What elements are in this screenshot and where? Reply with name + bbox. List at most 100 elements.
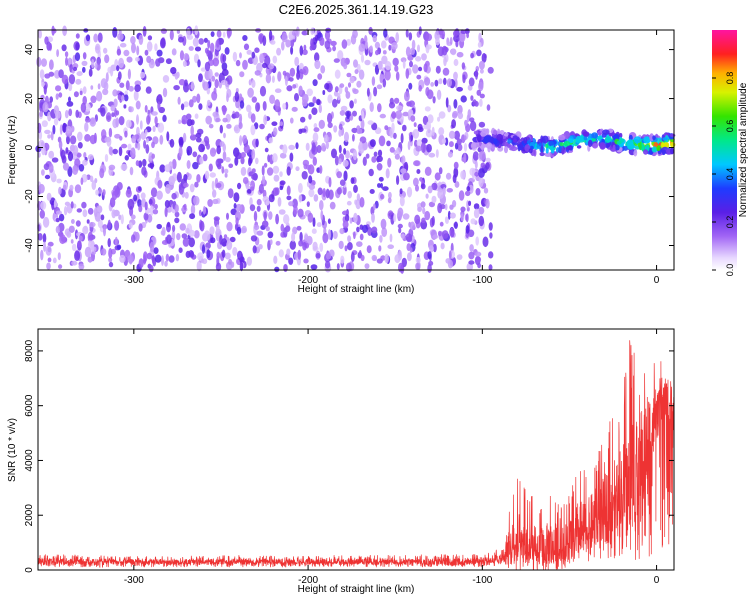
heatmap-cell <box>263 162 268 168</box>
heatmap-cell <box>298 182 303 194</box>
heatmap-cell <box>399 196 405 207</box>
heatmap-cell <box>382 186 389 192</box>
heatmap-cell <box>402 111 410 117</box>
heatmap-cell <box>47 257 52 263</box>
heatmap-cell <box>314 59 321 70</box>
heatmap-cell <box>373 151 378 157</box>
heatmap-cell <box>149 241 155 253</box>
heatmap-cell <box>280 223 285 232</box>
heatmap-cell <box>332 230 338 240</box>
heatmap-cell <box>472 99 477 107</box>
heatmap-cell <box>146 252 153 260</box>
heatmap-cell <box>202 81 209 91</box>
heatmap-cell <box>473 203 480 210</box>
heatmap-cell <box>326 252 332 260</box>
heatmap-cell <box>368 168 374 177</box>
heatmap-cell <box>181 114 188 125</box>
heatmap-cell <box>121 143 128 149</box>
heatmap-cell <box>82 52 87 60</box>
heatmap-cell <box>353 98 357 104</box>
heatmap-cell <box>438 111 446 119</box>
heatmap-cell <box>267 231 274 239</box>
heatmap-cell <box>489 232 493 239</box>
heatmap-cell <box>308 113 312 120</box>
heatmap-cell <box>249 204 256 212</box>
heatmap-cell <box>418 85 423 92</box>
heatmap-cell <box>445 172 452 180</box>
heatmap-cell <box>420 183 426 190</box>
heatmap-cell <box>435 149 439 158</box>
heatmap-cell <box>183 53 190 61</box>
heatmap-cell <box>94 62 98 70</box>
heatmap-cell <box>46 262 51 270</box>
heatmap-cell <box>373 203 376 211</box>
heatmap-cell <box>346 72 352 78</box>
heatmap-cell <box>228 163 234 169</box>
heatmap-cell <box>483 187 489 194</box>
heatmap-cell <box>445 258 451 264</box>
heatmap-cell <box>393 97 400 104</box>
heatmap-cell <box>69 184 74 191</box>
heatmap-cell <box>40 201 47 210</box>
heatmap-cell <box>452 174 457 184</box>
heatmap-cell <box>425 44 430 54</box>
heatmap-cell <box>195 132 202 138</box>
heatmap-cell <box>290 46 294 55</box>
heatmap-cell <box>152 209 159 215</box>
heatmap-cell <box>72 165 79 175</box>
heatmap-cell <box>36 56 42 67</box>
heatmap-cell <box>359 233 364 241</box>
heatmap-cell <box>270 40 276 45</box>
heatmap-cell <box>425 129 433 138</box>
heatmap-cell <box>243 144 250 154</box>
heatmap-cell <box>332 98 338 108</box>
heatmap-cell <box>60 149 66 161</box>
heatmap-cell <box>347 242 353 251</box>
heatmap-cell <box>108 146 113 156</box>
heatmap-cell <box>472 151 479 161</box>
heatmap-cell <box>147 35 153 41</box>
heatmap-cell <box>263 114 268 126</box>
heatmap-cell <box>91 58 95 69</box>
heatmap-cell <box>289 152 294 162</box>
heatmap-cell <box>255 138 259 148</box>
x-tick-label: -300 <box>124 275 144 286</box>
heatmap-cell <box>87 154 94 161</box>
heatmap-cell <box>185 227 190 234</box>
heatmap-cell <box>377 149 383 157</box>
heatmap-cell <box>240 156 245 165</box>
heatmap-cell <box>432 234 438 239</box>
heatmap-cell <box>126 56 133 63</box>
heatmap-signal-cell <box>558 134 565 141</box>
heatmap-cell <box>254 47 260 53</box>
heatmap-cell <box>258 183 264 194</box>
heatmap-cell <box>254 70 261 76</box>
heatmap-cell <box>78 164 85 172</box>
heatmap-cell <box>447 104 452 113</box>
heatmap-cell <box>49 59 54 70</box>
heatmap-signal-cell <box>473 130 479 135</box>
heatmap-cell <box>195 137 202 143</box>
heatmap-cell <box>385 168 390 179</box>
heatmap-cell <box>279 171 283 178</box>
heatmap-cell <box>111 112 115 118</box>
heatmap-cell <box>360 119 365 130</box>
heatmap-y-ticks: -40 -20 0 20 40 <box>24 44 674 253</box>
heatmap-cell <box>80 102 87 113</box>
heatmap-cell <box>111 209 116 219</box>
heatmap-cell <box>44 129 51 135</box>
heatmap-cell <box>171 48 177 56</box>
heatmap-cell <box>77 240 82 248</box>
heatmap-cell <box>182 132 187 143</box>
heatmap-cell <box>453 221 458 229</box>
heatmap-cell <box>43 84 47 95</box>
heatmap-cell <box>431 195 437 204</box>
heatmap-cell <box>211 91 218 101</box>
heatmap-cell <box>251 174 257 180</box>
heatmap-cell <box>118 146 123 157</box>
heatmap-cell <box>433 243 437 253</box>
heatmap-cell <box>189 183 195 193</box>
heatmap-cell <box>286 85 293 92</box>
heatmap-cell <box>57 252 61 261</box>
heatmap-cell <box>253 224 260 231</box>
